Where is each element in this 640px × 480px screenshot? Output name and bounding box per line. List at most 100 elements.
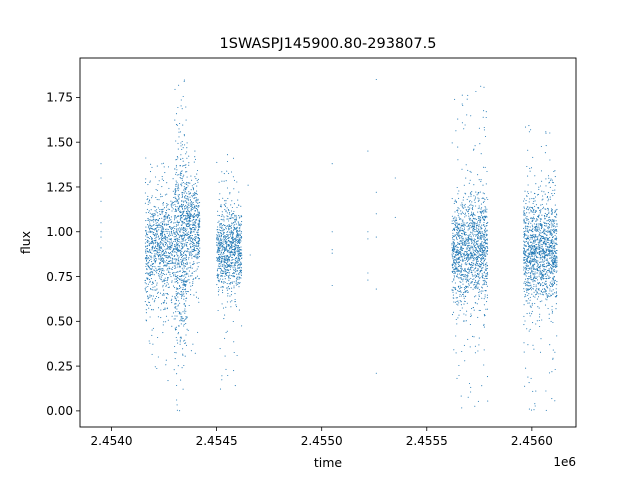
data-point bbox=[480, 219, 482, 221]
data-point bbox=[178, 174, 180, 176]
data-point bbox=[470, 313, 472, 315]
data-point bbox=[480, 263, 482, 266]
data-point bbox=[467, 283, 470, 285]
data-point bbox=[529, 285, 531, 287]
data-point bbox=[176, 174, 178, 176]
data-point bbox=[177, 237, 179, 239]
data-point bbox=[159, 259, 162, 261]
data-point bbox=[149, 296, 151, 298]
data-point bbox=[198, 226, 200, 228]
data-point bbox=[485, 233, 487, 235]
data-point bbox=[462, 256, 464, 258]
data-point bbox=[549, 198, 551, 200]
data-point bbox=[460, 277, 462, 279]
data-point bbox=[159, 243, 161, 245]
data-point bbox=[460, 281, 462, 284]
data-point bbox=[473, 195, 475, 197]
data-point bbox=[219, 250, 221, 252]
data-point bbox=[166, 224, 168, 226]
data-point bbox=[163, 293, 165, 295]
data-point bbox=[177, 250, 179, 252]
data-point bbox=[194, 222, 197, 224]
data-point bbox=[185, 274, 187, 276]
data-point bbox=[532, 208, 534, 210]
data-point bbox=[461, 122, 463, 124]
data-point bbox=[467, 291, 469, 293]
data-point bbox=[554, 230, 556, 232]
data-point bbox=[170, 200, 172, 202]
data-point bbox=[177, 333, 179, 335]
data-point bbox=[160, 252, 162, 254]
data-point bbox=[178, 311, 181, 313]
data-point bbox=[469, 315, 472, 318]
data-point bbox=[172, 250, 174, 252]
data-point bbox=[197, 266, 199, 268]
data-point bbox=[146, 254, 148, 256]
data-point bbox=[225, 368, 227, 370]
data-point bbox=[472, 213, 474, 216]
data-point bbox=[481, 385, 483, 387]
data-point bbox=[194, 240, 197, 242]
data-point bbox=[190, 215, 192, 218]
data-point bbox=[462, 270, 465, 272]
data-point bbox=[145, 286, 147, 288]
data-point bbox=[166, 279, 168, 281]
data-point bbox=[483, 249, 485, 251]
data-point bbox=[174, 222, 176, 224]
data-point bbox=[223, 180, 225, 182]
data-point bbox=[458, 216, 460, 218]
data-point bbox=[168, 246, 170, 248]
data-point bbox=[151, 252, 153, 255]
data-point bbox=[228, 276, 230, 278]
data-point bbox=[176, 158, 178, 161]
data-point bbox=[485, 250, 487, 252]
data-point bbox=[483, 241, 486, 243]
data-point bbox=[158, 235, 160, 237]
data-point bbox=[537, 193, 540, 195]
data-point bbox=[460, 247, 462, 249]
data-point bbox=[188, 164, 190, 166]
data-point bbox=[190, 245, 192, 247]
data-point bbox=[548, 275, 550, 277]
data-point bbox=[472, 288, 474, 290]
data-point bbox=[527, 344, 529, 346]
data-point bbox=[162, 259, 164, 261]
data-point bbox=[455, 130, 457, 132]
data-point bbox=[196, 169, 199, 172]
data-point bbox=[528, 221, 530, 223]
data-point bbox=[194, 238, 196, 240]
data-point bbox=[455, 236, 458, 238]
data-point bbox=[459, 249, 461, 251]
data-point bbox=[183, 174, 185, 176]
data-point bbox=[222, 272, 224, 275]
data-point bbox=[451, 255, 453, 257]
data-point bbox=[172, 312, 175, 314]
data-point bbox=[463, 229, 465, 231]
data-point bbox=[454, 229, 456, 231]
data-point bbox=[237, 236, 239, 239]
data-point bbox=[186, 183, 188, 186]
data-point bbox=[452, 289, 454, 291]
data-point bbox=[222, 286, 225, 288]
data-point bbox=[479, 277, 481, 279]
data-point bbox=[484, 247, 486, 250]
data-point bbox=[465, 177, 467, 179]
data-point bbox=[221, 213, 223, 216]
data-point bbox=[232, 267, 234, 269]
data-point bbox=[188, 225, 190, 227]
data-point bbox=[233, 188, 235, 190]
data-point bbox=[225, 266, 228, 268]
data-point bbox=[221, 258, 223, 260]
data-point bbox=[239, 234, 241, 236]
data-point bbox=[486, 301, 488, 303]
data-point bbox=[483, 323, 485, 325]
data-point bbox=[486, 239, 488, 241]
data-point bbox=[452, 232, 454, 234]
data-point bbox=[147, 195, 149, 197]
data-point bbox=[222, 270, 224, 272]
data-point bbox=[480, 292, 482, 294]
data-point bbox=[231, 231, 233, 233]
data-point bbox=[146, 256, 148, 258]
data-point bbox=[180, 312, 182, 314]
data-point bbox=[152, 243, 155, 245]
